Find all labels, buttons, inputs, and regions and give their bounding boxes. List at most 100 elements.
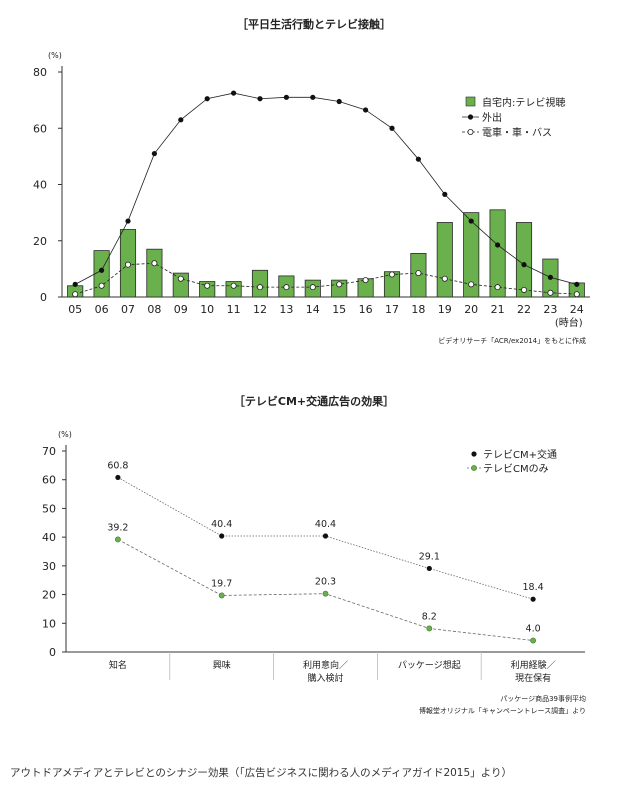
chart2-y-tick-label: 30 bbox=[42, 560, 56, 573]
chart1-y-tick-label: 60 bbox=[33, 122, 47, 135]
figure-caption: アウトドアメディアとテレビとのシナジー効果（「広告ビジネスに関わる人のメディアガ… bbox=[10, 767, 512, 779]
chart2-data-label-tvcm-transit: 40.4 bbox=[211, 519, 232, 530]
chart1-point-transit bbox=[230, 282, 237, 289]
chart1-y-tick-label: 0 bbox=[40, 291, 47, 304]
chart1-y-tick-label: 20 bbox=[33, 235, 47, 248]
chart1-point-transit bbox=[494, 284, 501, 291]
chart1-bar bbox=[199, 281, 216, 298]
chart1-point-transit bbox=[72, 291, 79, 298]
chart1-point-transit bbox=[415, 270, 422, 277]
chart1-title: ［平日生活行動とテレビ接触］ bbox=[237, 17, 391, 31]
chart1-point-outing bbox=[389, 125, 395, 131]
chart1-point-outing bbox=[178, 117, 184, 123]
chart1-point-outing bbox=[415, 156, 421, 162]
chart2-line-tvcm-only bbox=[117, 539, 534, 641]
chart2-data-label-tvcm-only: 39.2 bbox=[107, 522, 128, 533]
chart1-point-transit bbox=[283, 284, 290, 291]
chart1-legend-outing-marker bbox=[467, 114, 474, 120]
chart1-point-outing bbox=[468, 218, 474, 224]
chart1-point-transit bbox=[362, 277, 369, 284]
chart1-x-unit: (時台) bbox=[555, 316, 583, 329]
chart1-point-transit bbox=[151, 260, 158, 267]
chart1-point-transit bbox=[256, 284, 263, 291]
chart1-x-tick-label: 18 bbox=[411, 303, 425, 316]
chart1-source-note: ビデオリサーチ「ACR/ex2014」をもとに作成 bbox=[438, 336, 586, 345]
chart1-legend-bar-swatch bbox=[465, 96, 476, 107]
chart1-bar bbox=[93, 250, 110, 298]
chart2-x-tick-label: 利用意向／購入検討 bbox=[303, 659, 348, 684]
chart1-point-transit bbox=[573, 291, 580, 298]
chart2-y-tick-label: 10 bbox=[42, 617, 56, 630]
chart2-point-tvcm-transit bbox=[219, 533, 225, 539]
chart1-point-outing bbox=[72, 281, 78, 287]
chart1-point-transit bbox=[336, 281, 343, 288]
chart1-bar bbox=[436, 222, 453, 298]
chart1-x-tick-label: 21 bbox=[491, 303, 505, 316]
chart1-point-transit bbox=[441, 275, 448, 282]
chart2-data-label-tvcm-transit: 29.1 bbox=[419, 551, 440, 562]
chart1-bar bbox=[489, 209, 506, 298]
chart1-point-outing bbox=[574, 281, 580, 287]
chart1-x-tick-label: 12 bbox=[253, 303, 267, 316]
chart2-x-tick-line: 現在保有 bbox=[515, 672, 551, 684]
chart1-x-tick-label: 22 bbox=[517, 303, 531, 316]
chart2-y-tick-label: 60 bbox=[42, 474, 56, 487]
chart1-bar bbox=[251, 269, 269, 298]
chart2-y-unit: (%) bbox=[58, 430, 72, 439]
chart2-y-tick-label: 20 bbox=[42, 589, 56, 602]
chart2-point-tvcm-transit bbox=[530, 596, 536, 602]
chart1-point-outing bbox=[204, 96, 210, 102]
chart1-x-tick-label: 16 bbox=[359, 303, 373, 316]
chart2-x-tick-label: パッケージ想起 bbox=[398, 659, 461, 671]
chart1-y-tick-label: 80 bbox=[33, 66, 47, 79]
chart1-x-tick-label: 20 bbox=[464, 303, 478, 316]
chart2-data-label-tvcm-transit: 18.4 bbox=[523, 582, 544, 593]
chart2-y-tick-label: 0 bbox=[49, 646, 56, 659]
chart2-x-tick-line: 利用意向／ bbox=[303, 659, 348, 671]
chart1-x-tick-label: 05 bbox=[68, 303, 82, 316]
chart2-legend-tvcm-transit-marker bbox=[471, 451, 477, 457]
chart2-point-tvcm-only bbox=[426, 625, 433, 632]
chart2-note-1: パッケージ商品39事例平均 bbox=[500, 694, 586, 703]
chart2-y-tick-label: 40 bbox=[42, 531, 56, 544]
chart1-x-tick-label: 13 bbox=[279, 303, 293, 316]
chart1-point-transit bbox=[547, 289, 554, 296]
chart1-y-tick-label: 40 bbox=[33, 179, 47, 192]
chart1-point-transit bbox=[125, 261, 132, 268]
chart2-x-tick-line: 購入検討 bbox=[307, 672, 343, 684]
chart1-x-tick-label: 10 bbox=[200, 303, 214, 316]
chart2-data-label-tvcm-only: 8.2 bbox=[422, 611, 437, 622]
chart2-y-tick-label: 50 bbox=[42, 502, 56, 515]
chart1-x-tick-label: 19 bbox=[438, 303, 452, 316]
chart1-x-tick-label: 09 bbox=[174, 303, 188, 316]
chart2-legend-tvcm-only-marker bbox=[471, 465, 477, 471]
chart1-point-transit bbox=[177, 275, 184, 282]
chart1-point-outing bbox=[151, 150, 157, 157]
daily-activity-chart: ［平日生活行動とテレビ接触］ (%) 0 20 40 60 80 05 06 07 08 09 10 11… bbox=[33, 17, 590, 345]
chart1-legend-transit-marker bbox=[467, 128, 474, 135]
chart2-note-2: 博報堂オリジナル「キャンペーントレース調査」より bbox=[419, 706, 586, 715]
chart1-x-tick-label: 11 bbox=[227, 303, 241, 316]
chart1-y-unit: (%) bbox=[48, 51, 62, 60]
chart2-data-label-tvcm-only: 4.0 bbox=[526, 624, 541, 635]
chart1-point-outing bbox=[547, 274, 554, 280]
chart1-point-transit bbox=[204, 282, 211, 289]
chart2-point-tvcm-only bbox=[115, 536, 121, 543]
chart1-point-outing bbox=[125, 218, 131, 224]
chart1-point-outing bbox=[495, 242, 501, 248]
chart2-x-tick-line: 知名 bbox=[109, 659, 127, 671]
chart1-legend-bar-label: 自宅内:テレビ視聴 bbox=[482, 96, 565, 109]
chart2-point-tvcm-transit bbox=[426, 565, 432, 572]
chart1-point-outing bbox=[521, 262, 527, 268]
chart1-point-outing bbox=[231, 90, 237, 96]
chart1-x-tick-label: 08 bbox=[147, 303, 161, 316]
chart1-bar bbox=[331, 279, 348, 298]
chart1-point-outing bbox=[442, 191, 448, 197]
chart2-x-tick-label: 利用経験／現在保有 bbox=[511, 659, 556, 684]
chart1-line-outing bbox=[75, 92, 577, 285]
chart1-legend-transit-label: 電車・車・バス bbox=[482, 126, 552, 139]
chart1-bar bbox=[515, 222, 533, 298]
chart2-point-tvcm-transit bbox=[115, 474, 121, 481]
chart1-point-outing bbox=[336, 98, 342, 105]
chart1-bar bbox=[172, 272, 189, 298]
